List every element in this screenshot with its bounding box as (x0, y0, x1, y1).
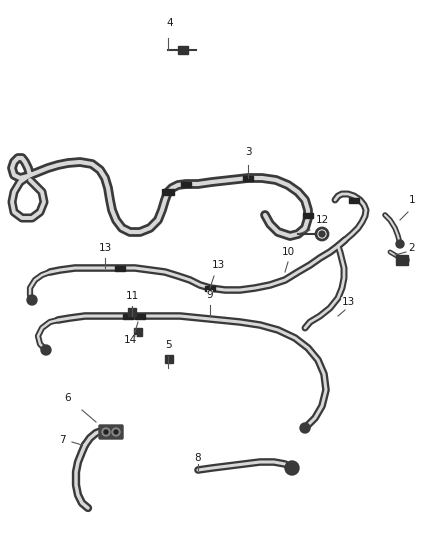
Text: 11: 11 (125, 291, 138, 301)
Circle shape (41, 345, 51, 355)
Bar (205, 286, 215, 290)
Text: 6: 6 (65, 393, 71, 403)
Text: 9: 9 (207, 290, 213, 300)
Circle shape (102, 428, 110, 436)
Bar (128, 308, 136, 316)
Circle shape (112, 428, 120, 436)
Circle shape (27, 295, 37, 305)
Bar (165, 355, 173, 363)
Text: 14: 14 (124, 335, 137, 345)
Bar (181, 182, 191, 187)
Text: 8: 8 (194, 453, 201, 463)
Text: 13: 13 (341, 297, 355, 307)
Bar (162, 189, 174, 195)
Circle shape (114, 430, 118, 434)
Bar (178, 46, 188, 54)
Circle shape (285, 461, 299, 475)
Text: 3: 3 (245, 147, 251, 157)
Text: 4: 4 (167, 18, 173, 28)
Circle shape (104, 430, 108, 434)
Bar (303, 213, 313, 217)
Bar (123, 313, 133, 319)
Text: 13: 13 (99, 243, 112, 253)
Text: 10: 10 (282, 247, 295, 257)
Bar (243, 175, 253, 181)
Bar (396, 255, 408, 265)
Text: 12: 12 (315, 215, 328, 225)
Circle shape (286, 462, 298, 474)
Circle shape (300, 423, 310, 433)
Text: 5: 5 (165, 340, 171, 350)
Bar (135, 313, 145, 319)
Circle shape (319, 231, 325, 237)
Text: 2: 2 (409, 243, 415, 253)
Circle shape (401, 256, 409, 264)
Bar (134, 328, 142, 336)
Text: 7: 7 (59, 435, 65, 445)
Text: 1: 1 (409, 195, 415, 205)
Text: 13: 13 (212, 260, 225, 270)
Circle shape (396, 240, 404, 248)
Bar (115, 265, 125, 271)
Bar (349, 198, 359, 203)
FancyBboxPatch shape (99, 425, 123, 439)
